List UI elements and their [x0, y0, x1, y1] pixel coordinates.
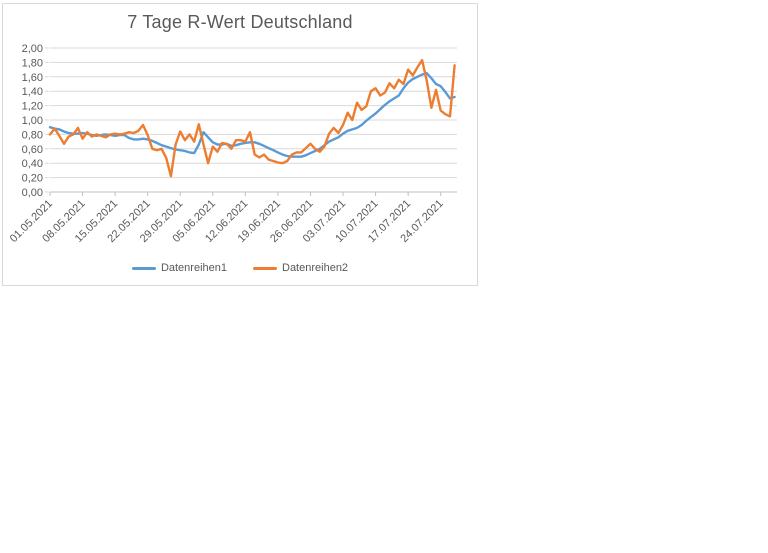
legend: Datenreihen1 Datenreihen2 — [3, 260, 477, 276]
y-axis-label: 1,20 — [22, 101, 43, 113]
y-axis-label: 0,00 — [22, 187, 43, 199]
y-axis-label: 0,20 — [22, 173, 43, 185]
y-axis-label: 0,40 — [22, 158, 43, 170]
y-axis-label: 0,60 — [22, 144, 43, 156]
legend-label-datenreihen1: Datenreihen1 — [160, 262, 227, 274]
y-axis-label: 2,00 — [22, 43, 43, 55]
y-axis-label: 1,60 — [22, 72, 43, 84]
legend-label-datenreihen2: Datenreihen2 — [282, 262, 349, 274]
y-axis-label: 1,00 — [22, 115, 43, 127]
y-axis-label: 1,40 — [22, 86, 43, 98]
chart-area[interactable]: 7 Tage R-Wert Deutschland 0,00 0,20 0,40 0,… — [2, 3, 478, 286]
y-axis-label: 0,80 — [22, 129, 43, 141]
series2-line-swatch-icon — [253, 266, 277, 270]
legend-item-datenreihen2[interactable]: Datenreihen2 — [253, 262, 348, 274]
series-line-datenreihen2 — [48, 59, 456, 178]
plot-area: 0,00 0,20 0,40 0,60 0,80 1,00 1,20 1,40 1,60 1,80… — [8, 43, 457, 245]
legend-item-datenreihen1[interactable]: Datenreihen1 — [131, 262, 227, 274]
chart-title: 7 Tage R-Wert Deutschland — [127, 12, 353, 32]
series1-line-swatch-icon — [131, 266, 156, 270]
y-axis-label: 1,80 — [22, 57, 43, 69]
